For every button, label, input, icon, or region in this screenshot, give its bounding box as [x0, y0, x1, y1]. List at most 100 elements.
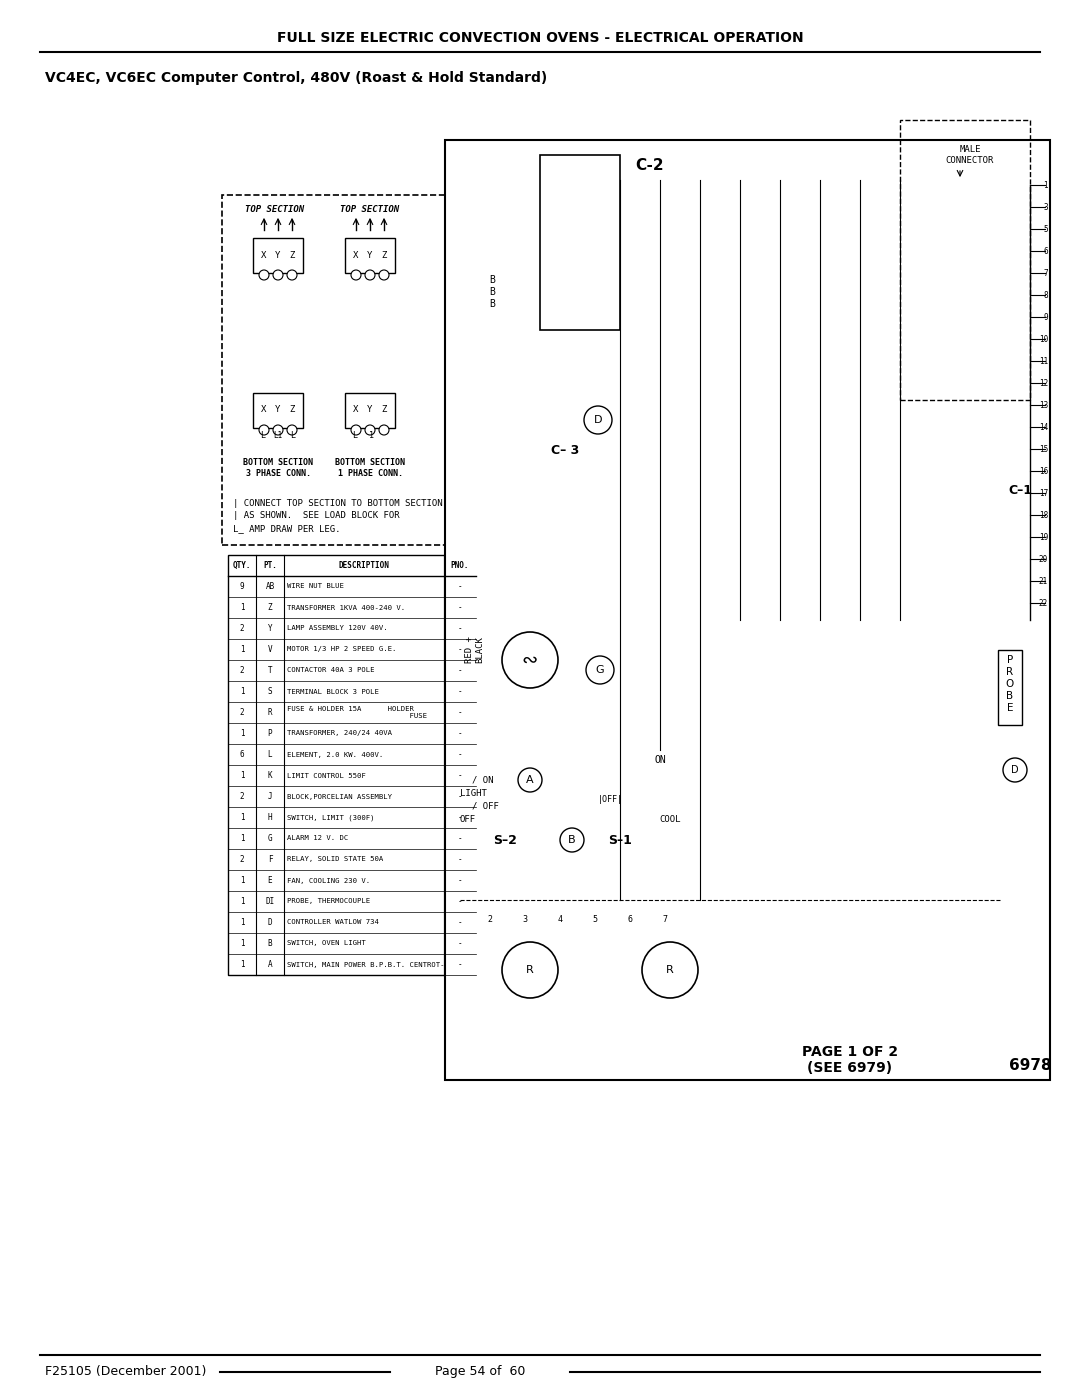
Text: 15: 15	[1039, 444, 1048, 454]
Text: QTY.: QTY.	[233, 562, 252, 570]
Circle shape	[259, 270, 269, 279]
Text: TRANSFORMER, 240/24 40VA: TRANSFORMER, 240/24 40VA	[287, 731, 392, 736]
Text: B: B	[489, 286, 495, 298]
Circle shape	[561, 828, 584, 852]
Text: SWITCH, OVEN LIGHT: SWITCH, OVEN LIGHT	[287, 940, 366, 947]
Text: 1: 1	[240, 960, 244, 970]
Bar	[445, 140, 1050, 1080]
Text: LIMIT CONTROL 550F: LIMIT CONTROL 550F	[287, 773, 366, 778]
Text: -: -	[458, 939, 462, 949]
Text: -: -	[458, 876, 462, 886]
Bar	[900, 120, 1030, 400]
Text: COOL: COOL	[659, 816, 680, 824]
Text: X: X	[353, 250, 359, 260]
Text: L: L	[291, 430, 296, 440]
Text: B: B	[1007, 692, 1013, 701]
Text: -: -	[458, 834, 462, 842]
Text: G: G	[268, 834, 272, 842]
Text: 1: 1	[240, 771, 244, 780]
Text: S–2: S–2	[494, 834, 517, 847]
Text: 1: 1	[240, 897, 244, 907]
Text: R: R	[268, 708, 272, 717]
Circle shape	[365, 270, 375, 279]
Circle shape	[273, 270, 283, 279]
Text: Y: Y	[367, 405, 373, 415]
Text: 6: 6	[1043, 246, 1048, 256]
Text: R: R	[666, 965, 674, 975]
Text: E: E	[1007, 703, 1013, 712]
Text: T: T	[268, 666, 272, 675]
Text: 12: 12	[1039, 379, 1048, 387]
Circle shape	[502, 942, 558, 997]
Text: L: L	[352, 430, 357, 440]
Text: -: -	[458, 855, 462, 863]
Text: 14: 14	[1039, 422, 1048, 432]
Text: AB: AB	[266, 583, 274, 591]
Text: TRANSFORMER 1KVA 400-240 V.: TRANSFORMER 1KVA 400-240 V.	[287, 605, 405, 610]
Circle shape	[351, 425, 361, 434]
Text: 2: 2	[240, 708, 244, 717]
Text: 3: 3	[523, 915, 527, 925]
Text: O: O	[1005, 679, 1014, 689]
Text: CONTACTOR 40A 3 POLE: CONTACTOR 40A 3 POLE	[287, 668, 375, 673]
Text: X: X	[261, 405, 267, 415]
Text: 9: 9	[240, 583, 244, 591]
Circle shape	[379, 270, 389, 279]
Text: L: L	[260, 430, 266, 440]
Text: E: E	[268, 876, 272, 886]
Text: F: F	[268, 855, 272, 863]
Text: 6978: 6978	[1009, 1058, 1051, 1073]
Text: -: -	[458, 750, 462, 759]
Text: R: R	[526, 965, 534, 975]
Text: | CONNECT TOP SECTION TO BOTTOM SECTION: | CONNECT TOP SECTION TO BOTTOM SECTION	[233, 499, 443, 507]
Bar	[222, 196, 450, 545]
Text: 6: 6	[627, 915, 633, 925]
Text: FULL SIZE ELECTRIC CONVECTION OVENS - ELECTRICAL OPERATION: FULL SIZE ELECTRIC CONVECTION OVENS - EL…	[276, 31, 804, 45]
Text: PT.: PT.	[264, 562, 276, 570]
Text: 1: 1	[240, 729, 244, 738]
Text: 2: 2	[487, 915, 492, 925]
Text: ON: ON	[654, 754, 666, 766]
Text: 11: 11	[1039, 356, 1048, 366]
Text: J: J	[268, 792, 272, 800]
Text: SWITCH, LIMIT (300F): SWITCH, LIMIT (300F)	[287, 814, 375, 821]
Text: 5: 5	[1043, 225, 1048, 233]
Text: BLOCK,PORCELIAN ASSEMBLY: BLOCK,PORCELIAN ASSEMBLY	[287, 793, 392, 799]
Text: B: B	[268, 939, 272, 949]
Text: FUSE & HOLDER 15A      HOLDER
                            FUSE: FUSE & HOLDER 15A HOLDER FUSE	[287, 705, 427, 719]
Text: 19: 19	[1039, 532, 1048, 542]
Bar	[540, 155, 620, 330]
Text: -: -	[458, 918, 462, 928]
Text: PNO.: PNO.	[450, 562, 469, 570]
Text: / ON: / ON	[472, 775, 494, 785]
Text: F25105 (December 2001): F25105 (December 2001)	[45, 1365, 206, 1379]
Text: Z: Z	[381, 250, 387, 260]
Text: A: A	[526, 775, 534, 785]
Bar	[253, 237, 303, 272]
Circle shape	[642, 942, 698, 997]
Text: 1: 1	[1043, 180, 1048, 190]
Text: L1: L1	[273, 430, 283, 440]
Bar	[345, 237, 395, 272]
Text: K: K	[268, 771, 272, 780]
Text: P: P	[1007, 655, 1013, 665]
Text: -: -	[458, 792, 462, 800]
Text: Z: Z	[381, 405, 387, 415]
Text: DI: DI	[266, 897, 274, 907]
Circle shape	[287, 270, 297, 279]
Text: G: G	[596, 665, 605, 675]
Text: P: P	[268, 729, 272, 738]
Text: -: -	[458, 708, 462, 717]
Circle shape	[287, 425, 297, 434]
Text: / OFF: / OFF	[472, 802, 499, 810]
Text: 20: 20	[1039, 555, 1048, 563]
Text: 22: 22	[1039, 598, 1048, 608]
Text: Y: Y	[268, 624, 272, 633]
Circle shape	[584, 407, 612, 434]
Text: 18: 18	[1039, 510, 1048, 520]
Text: TOP SECTION: TOP SECTION	[340, 205, 400, 215]
Text: 1: 1	[240, 687, 244, 696]
Text: Y: Y	[275, 405, 281, 415]
Text: 4: 4	[557, 915, 563, 925]
Text: -: -	[458, 729, 462, 738]
